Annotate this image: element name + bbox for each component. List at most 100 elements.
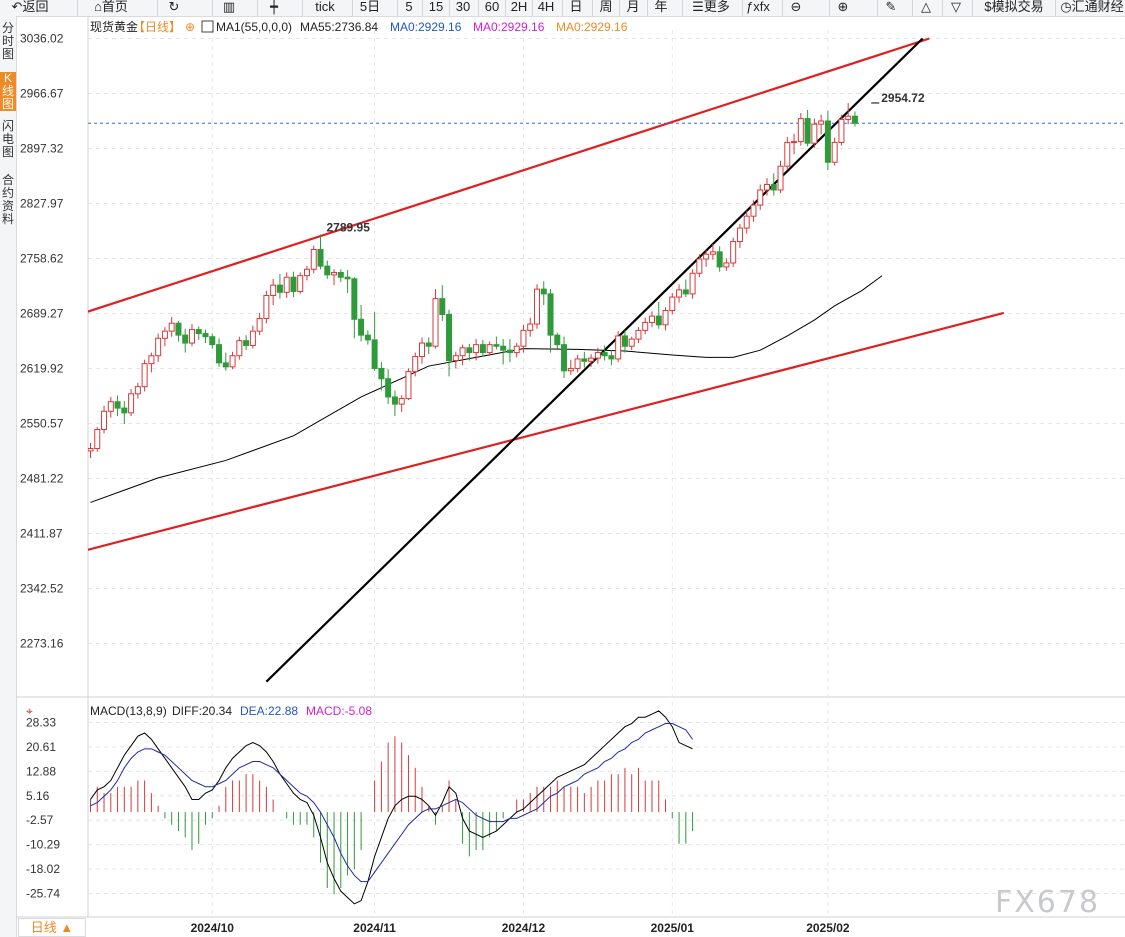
toolbar-label: 更多 bbox=[703, 0, 730, 14]
toolbar-button-周[interactable]: 周 bbox=[595, 0, 617, 16]
toolbar-button-tick[interactable]: tick bbox=[305, 0, 345, 16]
toolbar-button-2H[interactable]: 2H bbox=[508, 0, 530, 16]
toolbar-divider bbox=[212, 0, 213, 16]
toolbar-button-triangle-down[interactable]: ▽ bbox=[945, 0, 967, 16]
candle-body bbox=[283, 276, 290, 293]
toolbar-label: 60 bbox=[484, 0, 500, 14]
formula-icon: ƒx bbox=[746, 0, 760, 14]
toolbar-button-dollar[interactable]: $模拟交易 bbox=[975, 0, 1053, 16]
candle-body bbox=[324, 265, 331, 276]
candle-body bbox=[276, 284, 283, 293]
toolbar-label: fx bbox=[759, 0, 770, 14]
candle-body bbox=[648, 315, 655, 323]
sidebar-tab-2[interactable]: 闪电图 bbox=[1, 119, 14, 159]
candle-body bbox=[270, 284, 277, 296]
toolbar-button-zoom-out[interactable]: ⊖ bbox=[785, 0, 807, 16]
toolbar-button-日[interactable]: 日 bbox=[565, 0, 587, 16]
candle-body bbox=[601, 352, 608, 357]
macd-axis-label: -25.74 bbox=[26, 887, 60, 901]
high-price-label: 2954.72 bbox=[881, 91, 925, 105]
candle-body bbox=[797, 118, 804, 143]
toolbar: ↶返回 ⌂首页 ↻ ▥ ┿ tick 5日 5 15 30 60 2H 4H 日 周月年 ☰更多 ƒxfx ⊖ ⊕ ✎… bbox=[0, 0, 1125, 17]
toolbar-button-5日[interactable]: 5日 bbox=[355, 0, 385, 16]
candle-body bbox=[209, 336, 216, 346]
toolbar-button-4H[interactable]: 4H bbox=[535, 0, 557, 16]
candle-body bbox=[446, 314, 453, 362]
candle-body bbox=[716, 251, 723, 268]
candle-body bbox=[811, 123, 818, 144]
toolbar-divider bbox=[682, 0, 683, 16]
candle-body bbox=[195, 329, 202, 335]
toolbar-button-60[interactable]: 60 bbox=[481, 0, 503, 16]
toolbar-button-refresh-circle[interactable]: ◷汇通财经 bbox=[1058, 0, 1125, 16]
macd-axis-label: 28.33 bbox=[26, 716, 56, 730]
toolbar-label: 4H bbox=[537, 0, 555, 14]
macd-legend-dea: DEA:22.88 bbox=[240, 704, 298, 718]
toolbar-button-back-arrow[interactable]: ↶返回 bbox=[4, 0, 56, 16]
candle-body bbox=[331, 271, 338, 276]
sidebar-tab-0[interactable]: 分时图 bbox=[1, 21, 14, 61]
toolbar-button-pen[interactable]: ✎ bbox=[880, 0, 902, 16]
candle-body bbox=[689, 272, 696, 295]
trendline-red bbox=[88, 37, 930, 313]
sidebar-tab-3[interactable]: 合约资料 bbox=[1, 173, 14, 226]
toolbar-divider bbox=[157, 0, 158, 16]
candle-body bbox=[824, 120, 831, 163]
toolbar-button-refresh[interactable]: ↻ bbox=[160, 0, 188, 16]
toolbar-label: 首页 bbox=[101, 0, 128, 14]
candle-body bbox=[432, 298, 439, 347]
toolbar-divider bbox=[397, 0, 398, 16]
toolbar-button-zoom-in[interactable]: ⊕ bbox=[832, 0, 854, 16]
candle-body bbox=[155, 337, 162, 357]
candle-body bbox=[669, 296, 676, 312]
toolbar-button-formula[interactable]: ƒxfx bbox=[745, 0, 771, 16]
macd-axis-label: 20.61 bbox=[26, 740, 56, 754]
candle-body bbox=[703, 253, 710, 260]
triangle-down-icon: ▽ bbox=[951, 0, 961, 14]
peak-price-label: 2789.95 bbox=[327, 221, 371, 235]
candle-body bbox=[182, 334, 189, 344]
toolbar-button-15[interactable]: 15 bbox=[425, 0, 447, 16]
candle-body bbox=[506, 349, 513, 354]
toolbar-label: 15 bbox=[428, 0, 444, 14]
toolbar-button-30[interactable]: 30 bbox=[452, 0, 474, 16]
price-axis-label: 2827.97 bbox=[20, 197, 64, 211]
pen-icon: ✎ bbox=[885, 0, 897, 14]
toolbar-button-月[interactable]: 月 bbox=[622, 0, 644, 16]
toolbar-button-menu[interactable]: ☰更多 bbox=[685, 0, 737, 16]
candle-body bbox=[838, 118, 845, 143]
candle-body bbox=[371, 339, 378, 369]
candle-body bbox=[554, 334, 561, 346]
candle-body bbox=[398, 398, 405, 405]
date-axis-label: 2024/11 bbox=[353, 921, 396, 935]
candle-body bbox=[567, 367, 574, 372]
period-select-button[interactable]: 日线 ▲ bbox=[18, 918, 86, 937]
candle-body bbox=[736, 227, 743, 243]
candle-body bbox=[114, 401, 121, 409]
toolbar-button-5[interactable]: 5 bbox=[400, 0, 418, 16]
candle-body bbox=[750, 204, 757, 217]
triangle-up-icon: △ bbox=[921, 0, 931, 14]
toolbar-button-triangle-up[interactable]: △ bbox=[915, 0, 937, 16]
toolbar-button-home[interactable]: ⌂首页 bbox=[80, 0, 142, 16]
toolbar-label: 5日 bbox=[359, 0, 381, 14]
dollar-icon: $ bbox=[984, 0, 992, 14]
candle-body bbox=[161, 330, 168, 339]
toolbar-button-bar-chart[interactable]: ▥ bbox=[215, 0, 243, 16]
candle-body bbox=[378, 367, 385, 380]
toolbar-divider bbox=[532, 0, 533, 16]
toolbar-button-candlestick[interactable]: ┿ bbox=[260, 0, 288, 16]
indicator-toggle-icon[interactable] bbox=[201, 20, 214, 33]
toolbar-divider bbox=[912, 0, 913, 16]
candle-body bbox=[148, 355, 155, 365]
price-axis-label: 2758.62 bbox=[20, 252, 64, 266]
macd-axis-label: -18.02 bbox=[26, 862, 60, 876]
macd-legend-diff: DIFF:20.34 bbox=[172, 704, 232, 718]
toolbar-button-年[interactable]: 年 bbox=[650, 0, 672, 16]
candle-body bbox=[757, 189, 764, 206]
candle-body bbox=[303, 268, 310, 277]
candle-body bbox=[662, 310, 669, 326]
